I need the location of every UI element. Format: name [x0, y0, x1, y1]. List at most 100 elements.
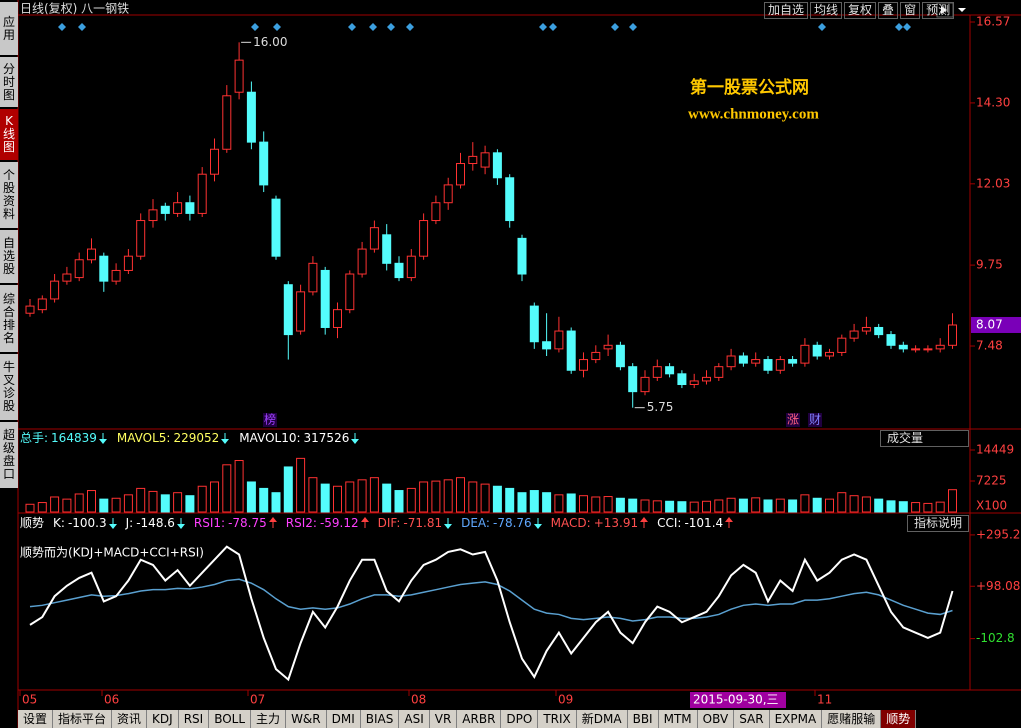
- event-marker-bg: [808, 413, 822, 427]
- bottom-tab[interactable]: RSI: [178, 710, 210, 728]
- bottom-tab[interactable]: 设置: [18, 710, 54, 728]
- candle-body: [456, 163, 465, 186]
- volume-unit: X100: [976, 499, 1007, 513]
- candle-body: [136, 220, 146, 257]
- volume-bar: [763, 499, 773, 513]
- bottom-tab[interactable]: TRIX: [538, 710, 577, 728]
- trend-arrow-head: [98, 439, 107, 444]
- sidebar-tab[interactable]: 牛叉诊股: [0, 354, 18, 420]
- sidebar-tab[interactable]: 分时图: [0, 57, 18, 107]
- stat: MACD: +13.91: [551, 516, 649, 530]
- candle-body: [50, 280, 60, 300]
- bottom-tab[interactable]: 顺势: [881, 710, 917, 728]
- y-tick-label: -102.8: [976, 631, 1015, 645]
- volume-bar: [111, 497, 121, 513]
- candle-body: [923, 348, 933, 351]
- bottom-tab[interactable]: BOLL: [209, 710, 252, 728]
- date-label: 09: [558, 693, 573, 707]
- volume-bar: [87, 490, 96, 513]
- bottom-tab[interactable]: MTM: [658, 710, 698, 728]
- bottom-tab[interactable]: W&R: [286, 710, 327, 728]
- toolbar-button[interactable]: 均线: [810, 2, 843, 19]
- volume-bar: [751, 497, 761, 513]
- toolbar-button[interactable]: 窗: [900, 2, 921, 19]
- indicator-selector[interactable]: 成交量: [880, 430, 969, 447]
- candle-body: [99, 255, 109, 282]
- trend-arrow-head: [108, 524, 117, 529]
- trend-arrow-head: [268, 517, 277, 522]
- bottom-tab[interactable]: 愿赌服输: [822, 710, 882, 728]
- volume-bar: [382, 483, 392, 513]
- stat-value: -100.3: [67, 516, 107, 530]
- date-label: 11: [817, 693, 832, 707]
- bottom-tab[interactable]: BBI: [627, 710, 659, 728]
- bottom-tab[interactable]: 资讯: [112, 710, 148, 728]
- volume-bar: [210, 481, 219, 513]
- date-label: 08: [411, 693, 426, 707]
- toolbar-button[interactable]: 预测: [922, 2, 955, 19]
- sidebar-tab[interactable]: 自选股: [0, 230, 18, 283]
- stat-name: MAVOL10:: [239, 431, 301, 445]
- trend-arrow: [268, 517, 277, 528]
- candle-body: [837, 337, 847, 353]
- date-label: 07: [250, 693, 265, 707]
- bottom-tab[interactable]: ASI: [399, 710, 430, 728]
- sidebar-tab[interactable]: 综合排名: [0, 285, 18, 352]
- volume-bar: [197, 485, 207, 513]
- sidebar-tab[interactable]: 应用: [0, 2, 18, 55]
- bottom-tab[interactable]: DMI: [326, 710, 361, 728]
- candle-body: [197, 173, 207, 214]
- sidebar-tab-label: 分时图: [2, 61, 15, 102]
- volume-bar: [566, 493, 576, 513]
- sidebar-tab-label: K线图: [2, 114, 15, 154]
- stat-name: RSI1:: [193, 516, 226, 530]
- stat-value: +13.91: [593, 516, 639, 530]
- toolbar-button[interactable]: 叠: [878, 2, 899, 19]
- bottom-tab[interactable]: BIAS: [360, 710, 400, 728]
- stat-value: 229052: [173, 431, 220, 445]
- toolbar-button[interactable]: 加自选: [764, 2, 809, 19]
- volume-bar: [652, 500, 662, 513]
- stat: DIF: -71.81: [378, 516, 453, 530]
- bottom-tab[interactable]: DPO: [501, 710, 539, 728]
- stat-value: 317526: [303, 431, 350, 445]
- trend-arrow-head: [360, 517, 369, 522]
- candle-body: [677, 373, 687, 386]
- indicator-help-button[interactable]: 指标说明: [907, 515, 969, 532]
- volume-bar: [333, 485, 342, 513]
- bottom-tab[interactable]: VR: [429, 710, 458, 728]
- volume-bar: [369, 477, 379, 513]
- candle-body: [394, 262, 404, 279]
- bottom-tabs: 设置 指标平台 资讯 KDJ RSI BOLL 主力 W&R DMI BIAS ASI VR ARBR D…: [18, 710, 917, 728]
- candle-body: [849, 330, 859, 339]
- volume-bar: [738, 498, 748, 513]
- bottom-tab[interactable]: ARBR: [457, 710, 502, 728]
- sidebar-tab[interactable]: K线图: [0, 109, 18, 160]
- bottom-tab[interactable]: OBV: [697, 710, 735, 728]
- bottom-tab[interactable]: 指标平台: [53, 710, 113, 728]
- trend-arrow: [444, 518, 453, 529]
- volume-bar: [406, 487, 416, 513]
- candle-body: [615, 344, 625, 368]
- y-tick-label: 7225: [976, 474, 1007, 488]
- sidebar-tab[interactable]: 个股资料: [0, 162, 18, 228]
- y-tick-label: 14449: [976, 443, 1014, 457]
- sidebar-tab[interactable]: 超级盘口: [0, 422, 18, 488]
- bottom-tab[interactable]: 新DMA: [576, 710, 628, 728]
- bottom-tab[interactable]: KDJ: [147, 710, 179, 728]
- bottom-tab[interactable]: 主力: [251, 710, 287, 728]
- toolbar-button[interactable]: 复权: [844, 2, 877, 19]
- candle-body: [185, 202, 195, 214]
- candle-body: [505, 177, 515, 222]
- bottom-tab[interactable]: SAR: [734, 710, 770, 728]
- candle-body: [898, 344, 908, 350]
- signal-diamond: [369, 23, 377, 31]
- candle-body: [763, 359, 773, 371]
- bottom-tab[interactable]: EXPMA: [769, 710, 823, 728]
- trend-arrow-head: [444, 524, 453, 529]
- trend-arrow: [725, 517, 734, 528]
- candle-body: [271, 198, 281, 257]
- stat-name: DEA:: [461, 516, 490, 530]
- stat: MAVOL10: 317526: [239, 431, 360, 445]
- sidebar-tab-label: 个股资料: [2, 168, 15, 221]
